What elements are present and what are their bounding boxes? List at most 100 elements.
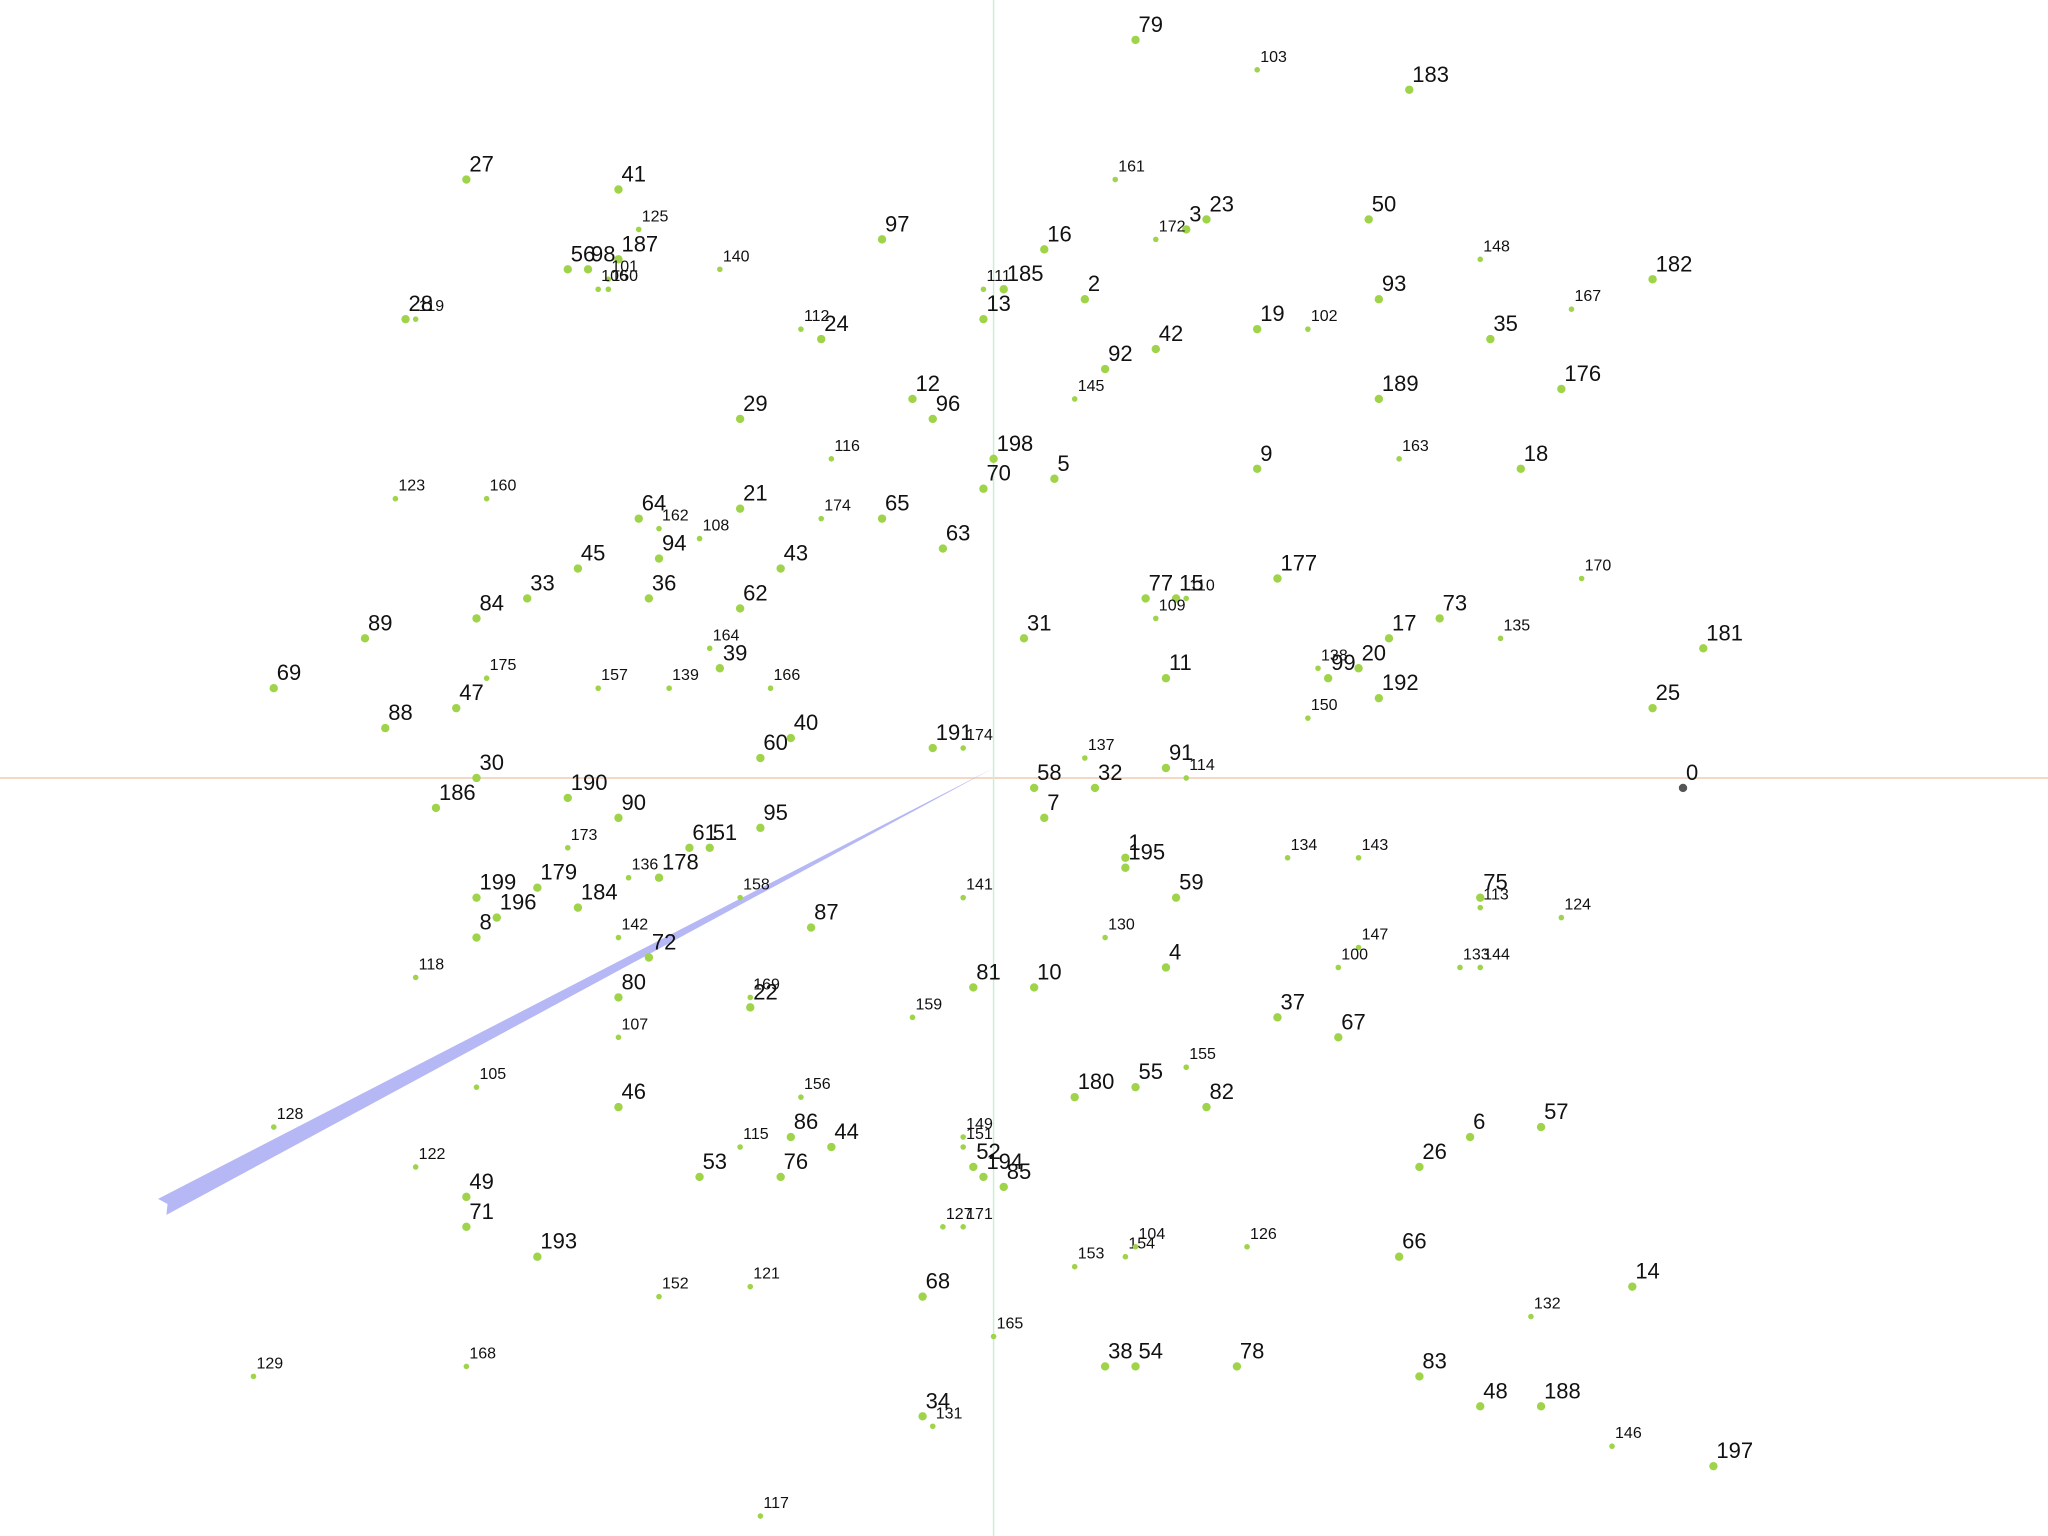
data-point-label: 150 [1311, 697, 1338, 714]
data-point-label: 102 [1311, 308, 1338, 325]
data-point-label: 188 [1544, 1378, 1581, 1403]
data-point-label: 114 [1189, 757, 1215, 774]
data-point-label: 117 [763, 1495, 789, 1512]
data-point-label: 103 [1260, 49, 1287, 66]
data-point [1699, 644, 1708, 653]
data-point-label: 99 [1331, 650, 1355, 675]
data-point [1284, 854, 1291, 861]
data-point-label: 121 [753, 1266, 780, 1283]
data-point-label: 153 [1078, 1246, 1105, 1263]
data-point [979, 1172, 988, 1182]
data-point [1183, 1064, 1190, 1071]
data-point [250, 1373, 257, 1380]
data-point-label: 133 [1463, 946, 1490, 963]
data-point [1252, 324, 1262, 334]
data-point-label: 160 [490, 478, 517, 495]
data-point [1100, 1362, 1110, 1371]
data-point-label: 108 [703, 518, 730, 535]
data-point-label: 130 [1108, 917, 1135, 934]
data-point-label: 131 [936, 1405, 963, 1422]
data-point [1161, 674, 1171, 683]
data-point [756, 823, 765, 833]
data-point [625, 874, 632, 881]
data-point [654, 873, 664, 882]
data-point [960, 745, 966, 751]
data-point-label: 82 [1209, 1079, 1233, 1104]
data-point-label: 28 [409, 291, 433, 316]
data-point-label: 179 [540, 860, 577, 885]
data-point-label: 60 [763, 730, 787, 755]
data-point [483, 495, 490, 502]
data-point-label: 163 [1402, 438, 1429, 455]
data-point [1171, 594, 1181, 603]
data-point [1244, 1243, 1250, 1250]
data-point-label: 75 [1483, 870, 1507, 895]
data-point [563, 793, 572, 803]
data-point-label: 18 [1524, 441, 1548, 466]
data-point-label: 124 [1564, 897, 1591, 914]
data-point-label: 24 [824, 311, 848, 336]
data-point [1100, 364, 1110, 374]
data-point [960, 894, 966, 901]
data-point-label: 72 [652, 930, 676, 955]
data-point-label: 119 [419, 298, 445, 315]
data-point [918, 1292, 927, 1301]
data-point [431, 803, 441, 813]
data-point [473, 1084, 480, 1090]
data-point-label: 118 [419, 956, 445, 973]
data-point-label: 96 [936, 391, 960, 416]
data-point [999, 285, 1008, 294]
data-point [1354, 664, 1363, 673]
data-point-label: 97 [885, 211, 909, 236]
data-point-label: 49 [469, 1169, 493, 1194]
data-point-label: 164 [713, 627, 740, 644]
data-point-label: 76 [784, 1149, 808, 1174]
data-point [1305, 715, 1311, 721]
data-point [1273, 574, 1282, 583]
data-point [1384, 634, 1394, 643]
data-point-label: 7 [1047, 790, 1059, 815]
data-point-label: 135 [1504, 617, 1531, 634]
data-point [798, 326, 804, 332]
data-point-label: 65 [885, 491, 909, 516]
data-point [908, 394, 917, 404]
data-point [928, 414, 937, 424]
data-point [717, 266, 723, 273]
data-point-label: 2 [1088, 271, 1100, 296]
data-point [1050, 474, 1059, 483]
data-point-label: 40 [794, 710, 818, 735]
data-point-label: 9 [1260, 441, 1272, 466]
data-point [1536, 1402, 1546, 1411]
data-point-label: 101 [611, 258, 638, 275]
data-point-label: 177 [1280, 550, 1317, 575]
data-point [756, 753, 765, 763]
data-point-label: 90 [621, 790, 645, 815]
data-point [1435, 614, 1444, 623]
data-point-label: 106 [601, 268, 628, 285]
data-point-label: 27 [469, 152, 493, 177]
data-point [1558, 914, 1565, 921]
data-point [533, 1252, 542, 1261]
data-point-label: 112 [804, 308, 830, 325]
data-point-label: 145 [1078, 378, 1105, 395]
data-point-label: 193 [540, 1229, 577, 1254]
data-point-label: 129 [256, 1355, 283, 1372]
data-point [1335, 964, 1342, 971]
data-point-label: 93 [1382, 271, 1406, 296]
data-point-label: 4 [1169, 939, 1181, 964]
data-point-label: 134 [1291, 837, 1318, 854]
data-point-label: 66 [1402, 1229, 1426, 1254]
data-point [1019, 634, 1029, 643]
data-point-label: 190 [571, 770, 608, 795]
data-point [1131, 1082, 1140, 1092]
data-point [806, 923, 816, 932]
data-point-label: 189 [1382, 371, 1419, 396]
data-point [1536, 1122, 1546, 1132]
data-point [1040, 813, 1049, 823]
data-point-label: 41 [621, 162, 645, 187]
data-point [1374, 394, 1384, 404]
data-point [1070, 1092, 1079, 1102]
data-point-label: 1 [1128, 830, 1140, 855]
data-point-label: 84 [480, 590, 504, 615]
